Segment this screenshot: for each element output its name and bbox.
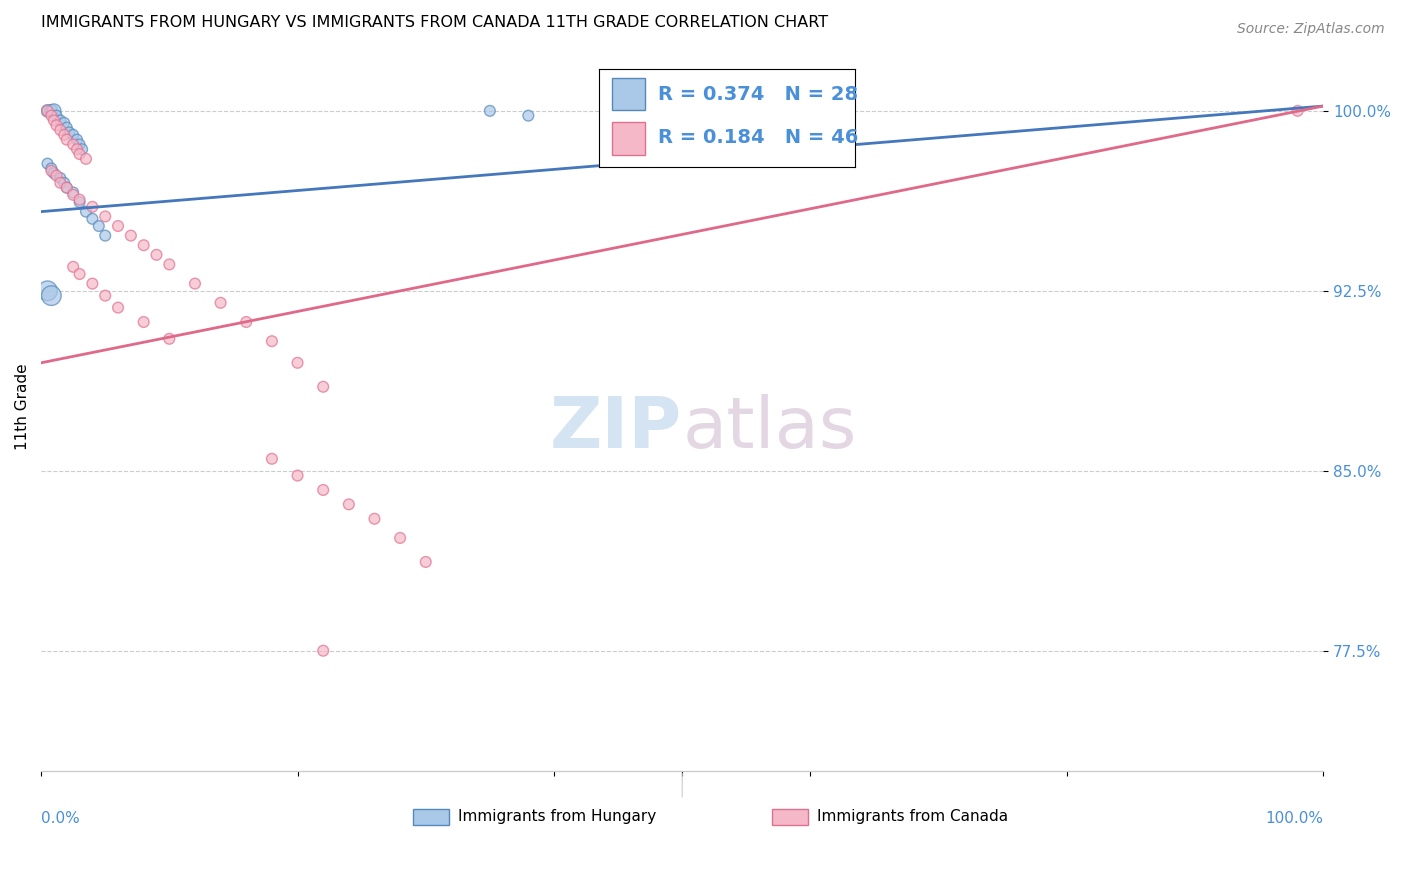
Point [62, 187, 84, 202]
Point [69, 267, 91, 281]
Point [55, 180, 77, 194]
Point [478, 103, 501, 118]
Point [53, 116, 76, 130]
Text: ZIP: ZIP [550, 394, 682, 464]
Text: Immigrants from Hungary: Immigrants from Hungary [458, 809, 657, 824]
Point [82, 211, 104, 226]
Point [107, 219, 129, 233]
Point [517, 109, 540, 123]
Point [363, 512, 385, 526]
Point [62, 137, 84, 152]
Point [287, 356, 309, 370]
Point [184, 277, 207, 291]
Text: Immigrants from Canada: Immigrants from Canada [817, 809, 1008, 824]
Point [45, 109, 67, 123]
Point [37, 156, 59, 170]
Point [62, 260, 84, 274]
Point [312, 644, 335, 658]
Point [1286, 103, 1309, 118]
Text: atlas: atlas [682, 394, 856, 464]
Point [209, 295, 232, 310]
Bar [772, 809, 808, 825]
Point [49, 171, 72, 186]
Point [49, 113, 72, 128]
Point [55, 120, 77, 135]
Point [66, 133, 89, 147]
Point [49, 123, 72, 137]
Point [260, 334, 283, 349]
Point [94, 228, 117, 243]
Point [107, 301, 129, 315]
Text: 100.0%: 100.0% [1265, 811, 1323, 826]
Bar [413, 809, 449, 825]
Point [157, 332, 180, 346]
Point [69, 193, 91, 207]
Point [37, 103, 59, 118]
Point [132, 315, 155, 329]
Point [41, 164, 63, 178]
Point [42, 113, 65, 128]
Point [55, 133, 77, 147]
Point [70, 142, 93, 156]
Point [287, 468, 309, 483]
Point [62, 186, 84, 200]
Point [157, 257, 180, 271]
Point [42, 166, 65, 180]
Point [49, 176, 72, 190]
Point [42, 103, 65, 118]
Point [94, 210, 117, 224]
Point [82, 277, 104, 291]
Point [66, 142, 89, 156]
Point [55, 180, 77, 194]
Point [53, 128, 76, 142]
Point [87, 219, 110, 233]
Point [69, 147, 91, 161]
Point [41, 109, 63, 123]
Point [132, 238, 155, 252]
Point [69, 137, 91, 152]
Point [37, 284, 59, 298]
Text: IMMIGRANTS FROM HUNGARY VS IMMIGRANTS FROM CANADA 11TH GRADE CORRELATION CHART: IMMIGRANTS FROM HUNGARY VS IMMIGRANTS FR… [41, 15, 828, 30]
Point [120, 228, 142, 243]
Point [69, 194, 91, 209]
Point [415, 555, 437, 569]
Point [145, 248, 167, 262]
Point [82, 200, 104, 214]
Text: 0.0%: 0.0% [41, 811, 80, 826]
Point [41, 103, 63, 118]
Point [37, 103, 59, 118]
Point [337, 497, 360, 511]
Point [75, 204, 97, 219]
Point [41, 288, 63, 302]
Point [312, 380, 335, 394]
Point [45, 169, 67, 183]
Point [75, 152, 97, 166]
Point [94, 288, 117, 302]
Y-axis label: 11th Grade: 11th Grade [15, 364, 30, 450]
Point [53, 176, 76, 190]
Point [41, 161, 63, 176]
Point [260, 451, 283, 466]
Point [62, 128, 84, 142]
Point [45, 118, 67, 132]
Point [235, 315, 257, 329]
Point [58, 125, 80, 139]
Point [312, 483, 335, 497]
Point [389, 531, 412, 545]
Text: Source: ZipAtlas.com: Source: ZipAtlas.com [1237, 22, 1385, 37]
